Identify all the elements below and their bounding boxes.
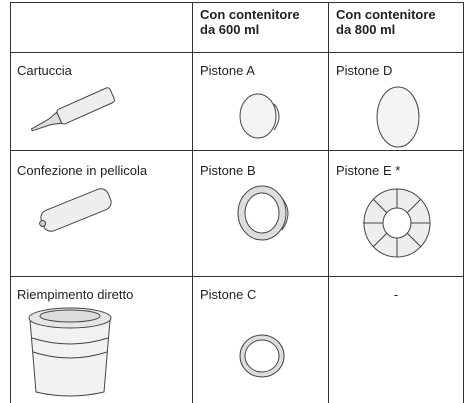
bucket-icon: [28, 307, 112, 397]
table-grid: [10, 2, 464, 403]
piston-e-icon: [363, 188, 431, 258]
cell: Pistone E *: [336, 163, 401, 178]
cell: Pistone B: [200, 163, 256, 178]
film-pack-icon: [39, 188, 112, 232]
cell: Pistone A: [200, 63, 255, 78]
cell: Confezione in pellicola: [17, 163, 148, 178]
cell: Pistone D: [336, 63, 393, 78]
cell: Pistone C: [200, 287, 257, 302]
cartridge-icon: [30, 87, 115, 132]
piston-a-icon: [239, 93, 280, 139]
cell: Riempimento diretto: [17, 287, 134, 302]
header-cell: Con contenitore da 800 ml: [336, 7, 436, 37]
cell: -: [393, 287, 399, 302]
piston-b-icon: [237, 185, 289, 241]
piston-c-icon: [239, 334, 285, 378]
cell: Cartuccia: [17, 63, 72, 78]
header-cell: Con contenitore da 600 ml: [200, 7, 300, 37]
piston-d-icon: [376, 86, 420, 148]
